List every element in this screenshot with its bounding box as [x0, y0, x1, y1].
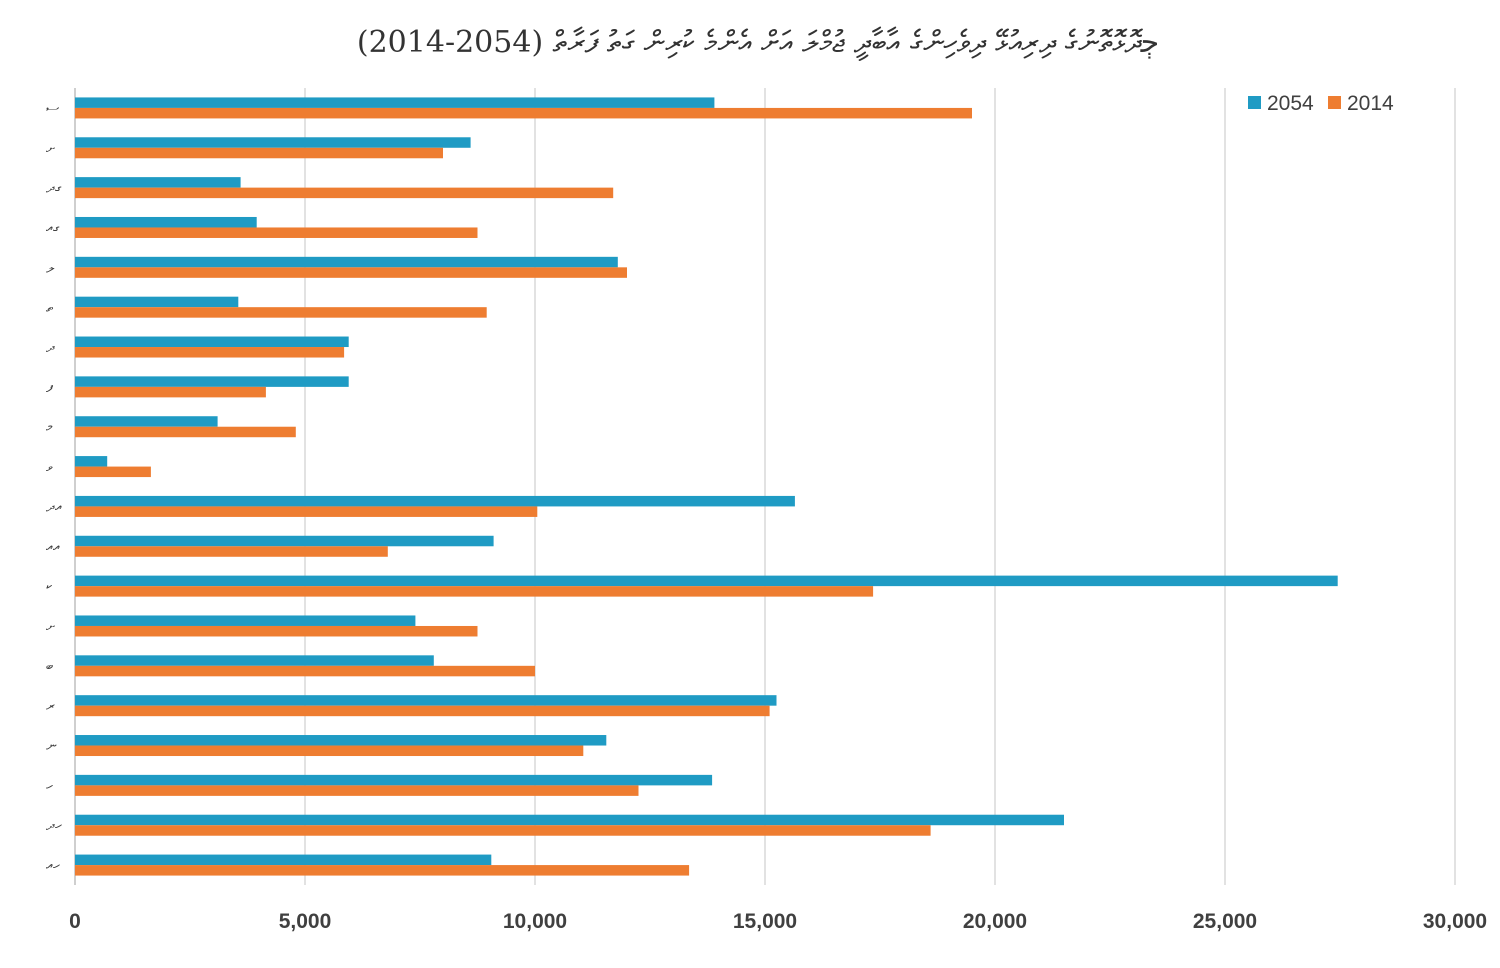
bar-2054-16: [75, 695, 777, 706]
bar-2014-19: [75, 825, 931, 836]
bar-2014-9: [75, 426, 296, 438]
bar-2014-6: [75, 307, 487, 318]
x-tick-label-5000: 5,000: [279, 910, 332, 933]
bar-2014-12: [75, 546, 388, 557]
bar-2014-17: [75, 745, 584, 757]
category-label-9: މ: [46, 418, 53, 436]
bars: [75, 97, 1338, 876]
legend-swatch-2054: [1248, 96, 1261, 109]
bar-2054-20: [75, 854, 492, 866]
bar-2054-14: [75, 615, 416, 626]
bar-2054-6: [75, 296, 239, 308]
legend-label-2014: 2014: [1347, 92, 1394, 115]
x-tick-label-25000: 25,000: [1193, 910, 1257, 933]
category-label-3: ގދ: [46, 179, 62, 197]
bar-2014-16: [75, 705, 770, 717]
category-label-16: ރ: [46, 697, 55, 715]
bar-2054-15: [75, 655, 434, 666]
category-labels: ސ ށ ގދ ގއ ލ ތ ދ ފ މ ވ އދ އއ ކ ށ ބ ރ ނ ހ ހދ ހއ: [46, 99, 62, 874]
category-label-5: ލ: [46, 258, 55, 276]
bar-2054-12: [75, 535, 494, 547]
bar-2054-13: [75, 575, 1338, 587]
bar-2014-20: [75, 865, 690, 876]
bar-2054-9: [75, 416, 218, 427]
bar-2014-11: [75, 506, 538, 517]
bar-2054-10: [75, 456, 108, 467]
category-label-8: ފ: [46, 378, 54, 396]
bar-2054-18: [75, 774, 713, 786]
legend-swatch-2014: [1328, 96, 1341, 109]
category-label-2: ށ: [46, 139, 55, 157]
x-tick-label-15000: 15,000: [733, 910, 797, 933]
legend: 2054 2014: [1248, 92, 1394, 115]
bar-2054-2: [75, 137, 471, 148]
bar-2054-3: [75, 177, 241, 188]
category-label-15: ބ: [46, 657, 53, 675]
category-label-11: އދ: [46, 497, 62, 515]
category-label-7: ދ: [46, 338, 55, 356]
bar-2014-13: [75, 586, 874, 597]
bar-2014-4: [75, 227, 478, 238]
bar-2014-14: [75, 625, 478, 637]
x-tick-label-30000: 30,000: [1423, 910, 1487, 933]
category-label-18: ހ: [46, 776, 53, 794]
bar-2014-8: [75, 386, 266, 398]
legend-label-2054: 2054: [1267, 92, 1314, 115]
bar-2014-15: [75, 665, 535, 677]
category-label-17: ނ: [46, 737, 57, 755]
bar-2054-11: [75, 495, 795, 507]
category-label-12: އއ: [46, 537, 60, 555]
bar-2054-1: [75, 97, 715, 108]
bar-2054-17: [75, 735, 607, 746]
category-label-6: ތ: [46, 298, 54, 316]
bar-2014-7: [75, 347, 345, 358]
category-label-10: ވ: [46, 458, 53, 476]
x-tick-label-20000: 20,000: [963, 910, 1027, 933]
bar-2014-3: [75, 187, 614, 199]
bar-2014-1: [75, 107, 972, 119]
category-label-4: ގއ: [46, 218, 60, 236]
category-label-1: ސ: [46, 99, 59, 117]
bar-2054-4: [75, 216, 257, 228]
bar-2014-10: [75, 466, 151, 478]
bar-2054-8: [75, 376, 349, 387]
bar-2014-2: [75, 147, 443, 159]
bar-2054-19: [75, 814, 1064, 826]
x-axis-tick-labels: 0 5,000 10,000 15,000 20,000 25,000 30,000: [69, 910, 1487, 933]
chart-title: ﭴދޮޅޮތޮނުގެ ދިރިއުޅޭ ދިވެހިންގެ އާބާދީ ޖ…: [357, 25, 1159, 62]
category-label-14: ށ: [46, 617, 55, 635]
bar-2014-18: [75, 785, 639, 796]
bar-2054-5: [75, 256, 618, 268]
bar-2014-5: [75, 267, 627, 278]
x-tick-label-10000: 10,000: [503, 910, 567, 933]
x-tick-label-0: 0: [69, 910, 81, 933]
bar-2054-7: [75, 336, 349, 348]
category-label-13: ކ: [46, 577, 52, 595]
category-label-20: ހއ: [46, 856, 60, 874]
category-label-19: ހދ: [46, 816, 62, 834]
